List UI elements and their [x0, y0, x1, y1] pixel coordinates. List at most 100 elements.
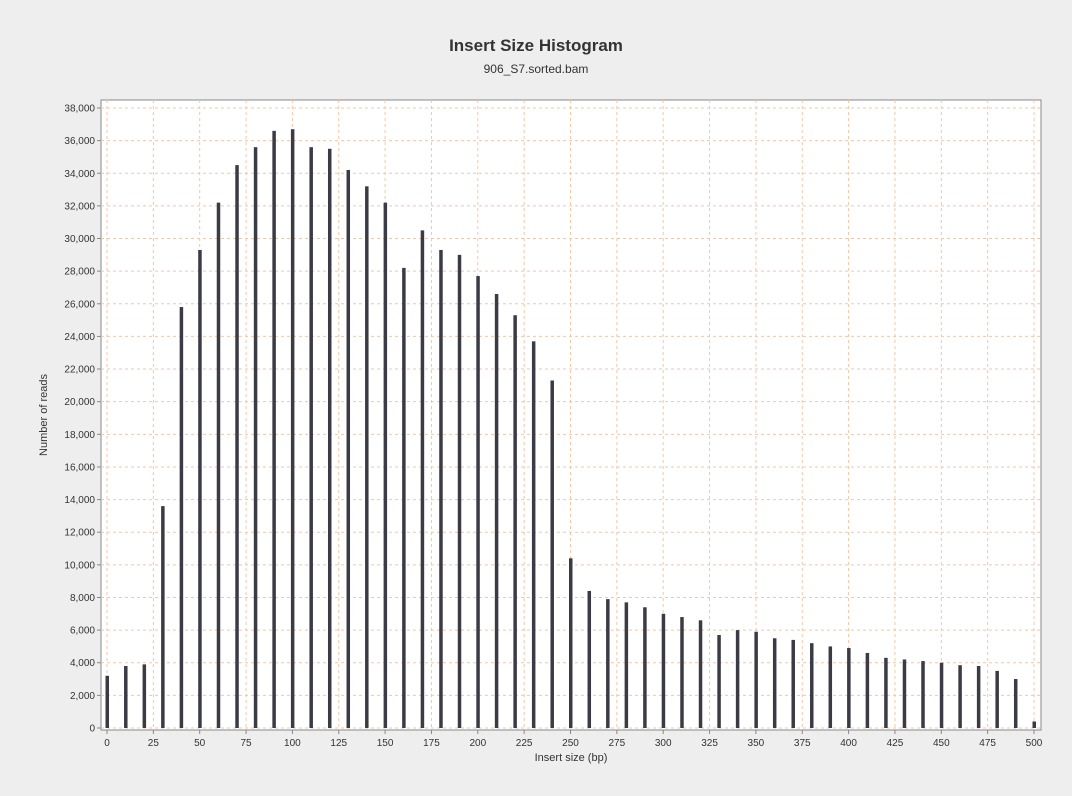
chart-title: Insert Size Histogram — [449, 36, 623, 55]
histogram-bar — [235, 165, 239, 728]
histogram-bar — [865, 652, 870, 728]
histogram-bar — [124, 666, 128, 728]
x-tick-label: 425 — [887, 738, 904, 749]
x-tick-label: 75 — [240, 738, 252, 749]
histogram-bar — [884, 657, 888, 728]
histogram-bar — [847, 648, 851, 728]
histogram-bar — [494, 294, 499, 728]
histogram-bar — [698, 620, 703, 728]
x-tick-label: 125 — [330, 738, 347, 749]
histogram-bar — [643, 607, 647, 728]
histogram-bar — [754, 631, 758, 728]
histogram-bar — [569, 558, 573, 728]
histogram-bar — [420, 230, 425, 729]
histogram-bar — [216, 202, 221, 728]
y-tick-label: 20,000 — [64, 397, 95, 408]
x-tick-label: 25 — [148, 738, 160, 749]
y-tick-label: 26,000 — [64, 299, 95, 310]
histogram-bar — [198, 249, 202, 728]
histogram-bar — [995, 670, 999, 728]
histogram-bar — [587, 590, 592, 728]
histogram-bar — [661, 613, 666, 728]
histogram-bar — [402, 267, 406, 728]
y-tick-label: 36,000 — [64, 136, 95, 147]
histogram-bar — [902, 659, 907, 728]
y-tick-label: 0 — [89, 724, 95, 735]
y-tick-label: 16,000 — [64, 462, 95, 473]
histogram-bar — [457, 254, 462, 728]
y-tick-label: 28,000 — [64, 267, 95, 278]
histogram-bar — [606, 599, 610, 728]
histogram-bar — [1032, 721, 1036, 728]
histogram-bar — [791, 639, 795, 728]
x-tick-label: 475 — [979, 738, 996, 749]
bars — [105, 129, 1036, 729]
x-axis-ticks: 0 25 50 75 100 125 150 175 200 225 250 275 300 325 350… — [104, 730, 1043, 749]
histogram-bar — [921, 661, 925, 728]
histogram-bar — [680, 617, 684, 728]
y-tick-label: 2,000 — [70, 691, 95, 702]
y-tick-label: 32,000 — [64, 201, 95, 212]
histogram-bar — [476, 276, 480, 728]
histogram-bar — [365, 186, 369, 728]
histogram-bar — [772, 638, 777, 728]
x-axis-label: Insert size (bp) — [535, 752, 608, 764]
y-tick-label: 10,000 — [64, 560, 95, 571]
histogram-bar — [958, 665, 962, 728]
histogram-bar — [383, 202, 388, 728]
x-tick-label: 150 — [377, 738, 394, 749]
y-tick-label: 12,000 — [64, 528, 95, 539]
y-axis-ticks: 0 2,000 4,000 6,000 8,000 10,000 12,000 14,000 1… — [64, 104, 101, 735]
x-tick-label: 400 — [840, 738, 857, 749]
x-tick-label: 50 — [194, 738, 206, 749]
histogram-bar — [828, 646, 833, 728]
histogram-bar — [105, 675, 109, 728]
chart-subtitle: 906_S7.sorted.bam — [483, 62, 589, 76]
histogram-bar — [272, 130, 276, 728]
y-tick-label: 18,000 — [64, 430, 95, 441]
histogram-bar — [550, 380, 554, 728]
x-tick-label: 450 — [933, 738, 950, 749]
y-tick-label: 14,000 — [64, 495, 95, 506]
histogram-bar — [253, 147, 258, 728]
histogram-bar — [531, 341, 536, 728]
y-tick-label: 6,000 — [70, 626, 95, 637]
x-tick-label: 300 — [655, 738, 672, 749]
x-tick-label: 250 — [562, 738, 579, 749]
x-tick-label: 100 — [284, 738, 301, 749]
x-tick-label: 375 — [794, 738, 811, 749]
histogram-bar — [327, 148, 332, 728]
histogram-bar — [290, 129, 295, 729]
histogram-bar — [976, 666, 981, 728]
x-tick-label: 0 — [104, 738, 110, 749]
y-tick-label: 38,000 — [64, 104, 95, 115]
x-tick-label: 175 — [423, 738, 440, 749]
x-tick-label: 500 — [1026, 738, 1043, 749]
histogram-bar — [439, 249, 443, 728]
y-axis-label: Number of reads — [38, 374, 50, 456]
y-tick-label: 8,000 — [70, 593, 95, 604]
histogram-bar — [810, 643, 814, 728]
y-tick-label: 24,000 — [64, 332, 95, 343]
histogram-bar — [513, 315, 517, 728]
histogram-bar — [161, 506, 165, 728]
y-tick-label: 34,000 — [64, 169, 95, 180]
y-tick-label: 4,000 — [70, 658, 95, 669]
histogram-bar — [735, 630, 740, 728]
histogram-bar — [142, 664, 147, 728]
histogram-bar — [309, 147, 313, 728]
x-tick-label: 275 — [609, 738, 626, 749]
histogram-bar — [717, 635, 721, 728]
histogram-bar — [1013, 679, 1018, 728]
x-tick-label: 200 — [469, 738, 486, 749]
y-tick-label: 22,000 — [64, 365, 95, 376]
histogram-bar — [179, 307, 184, 728]
histogram-bar — [624, 602, 629, 728]
x-tick-label: 225 — [516, 738, 533, 749]
histogram-bar — [346, 170, 351, 728]
x-tick-label: 350 — [748, 738, 765, 749]
histogram-bar — [939, 662, 944, 728]
y-tick-label: 30,000 — [64, 234, 95, 245]
x-tick-label: 325 — [701, 738, 718, 749]
